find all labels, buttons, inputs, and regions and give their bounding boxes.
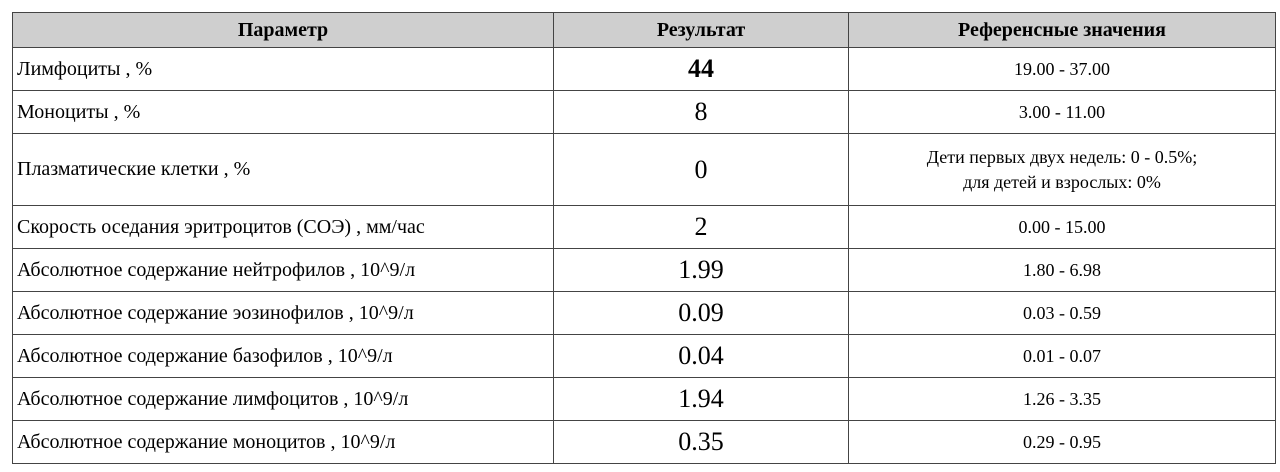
result-cell: 2: [553, 205, 849, 249]
column-header: Параметр: [12, 12, 554, 48]
parameter-name: Абсолютное содержание эозинофилов , 10^9…: [17, 301, 414, 324]
parameter-cell: Скорость оседания эритроцитов (СОЭ) , мм…: [12, 205, 554, 249]
result-value: 44: [688, 54, 714, 83]
reference-cell: 19.00 - 37.00: [848, 47, 1276, 91]
reference-cell: 1.26 - 3.35: [848, 377, 1276, 421]
parameter-name: Плазматические клетки , %: [17, 158, 251, 180]
result-cell: 44: [553, 47, 849, 91]
parameter-name: Абсолютное содержание нейтрофилов , 10^9…: [17, 258, 416, 281]
parameter-cell: Лимфоциты , %: [12, 47, 554, 91]
result-value: 0.04: [678, 341, 724, 370]
column-header: Результат: [553, 12, 849, 48]
result-value: 0.09: [678, 298, 724, 327]
result-row: Моноциты , % 8 3.00 - 11.00: [12, 90, 1276, 134]
result-cell: 0: [553, 133, 849, 206]
parameter-name: Абсолютное содержание моноцитов , 10^9/л: [17, 430, 396, 453]
result-row: Абсолютное содержание моноцитов , 10^9/л…: [12, 420, 1276, 464]
reference-cell: 0.03 - 0.59: [848, 291, 1276, 335]
reference-range: 1.80 - 6.98: [1023, 259, 1101, 280]
parameter-cell: Моноциты , %: [12, 90, 554, 134]
result-value: 1.94: [678, 384, 724, 413]
reference-cell: 0.00 - 15.00: [848, 205, 1276, 249]
reference-range: 19.00 - 37.00: [1014, 58, 1110, 79]
reference-range: 0.00 - 15.00: [1018, 216, 1106, 237]
result-cell: 8: [553, 90, 849, 134]
result-value: 0: [694, 154, 708, 184]
reference-range: 3.00 - 11.00: [1018, 101, 1106, 122]
result-value: 2: [694, 212, 708, 241]
reference-cell: 0.29 - 0.95: [848, 420, 1276, 464]
result-value: 1.99: [678, 255, 724, 284]
parameter-name: Скорость оседания эритроцитов (СОЭ) , мм…: [17, 215, 425, 238]
result-row: Абсолютное содержание нейтрофилов , 10^9…: [12, 248, 1276, 292]
result-row: Абсолютное содержание эозинофилов , 10^9…: [12, 291, 1276, 335]
parameter-cell: Абсолютное содержание базофилов , 10^9/л: [12, 334, 554, 378]
result-row: Плазматические клетки , % 0 Дети первых дв…: [12, 133, 1276, 206]
result-cell: 1.99: [553, 248, 849, 292]
column-header: Референсные значения: [848, 12, 1276, 48]
parameter-cell: Плазматические клетки , %: [12, 133, 554, 206]
parameter-cell: Абсолютное содержание моноцитов , 10^9/л: [12, 420, 554, 464]
parameter-name: Моноциты , %: [17, 100, 141, 123]
parameter-cell: Абсолютное содержание эозинофилов , 10^9…: [12, 291, 554, 335]
header-text: Параметр: [237, 18, 329, 41]
reference-range: 0.29 - 0.95: [1023, 431, 1101, 452]
parameter-name: Лимфоциты , %: [17, 57, 153, 80]
reference-range: 0.01 - 0.07: [1023, 345, 1101, 366]
parameter-cell: Абсолютное содержание нейтрофилов , 10^9…: [12, 248, 554, 292]
reference-cell: 3.00 - 11.00: [848, 90, 1276, 134]
header-text: Референсные значения: [958, 18, 1166, 41]
result-row: Абсолютное содержание базофилов , 10^9/л…: [12, 334, 1276, 378]
parameter-cell: Абсолютное содержание лимфоцитов , 10^9/…: [12, 377, 554, 421]
result-cell: 1.94: [553, 377, 849, 421]
result-cell: 0.09: [553, 291, 849, 335]
reference-cell: 0.01 - 0.07: [848, 334, 1276, 378]
result-value: 8: [694, 97, 708, 126]
result-row: Лимфоциты , % 44 19.00 - 37.00: [12, 47, 1276, 91]
table-body: Лимфоциты , % 44 19.00 - 37.00 Моноциты , %…: [12, 47, 1276, 464]
reference-cell: 1.80 - 6.98: [848, 248, 1276, 292]
result-row: Абсолютное содержание лимфоцитов , 10^9/…: [12, 377, 1276, 421]
parameter-name: Абсолютное содержание базофилов , 10^9/л: [17, 344, 393, 367]
result-row: Скорость оседания эритроцитов (СОЭ) , мм…: [12, 205, 1276, 249]
reference-range: для детей и взрослых: 0%: [963, 171, 1161, 192]
result-value: 0.35: [678, 427, 724, 456]
header-text: Результат: [656, 18, 746, 41]
result-cell: 0.04: [553, 334, 849, 378]
reference-cell: Дети первых двух недель: 0 - 0.5%; для де…: [848, 133, 1276, 206]
header-row: Параметр Результат Референсные значения: [12, 12, 1276, 48]
result-cell: 0.35: [553, 420, 849, 464]
reference-range: Дети первых двух недель: 0 - 0.5%;: [926, 146, 1198, 167]
results-table: Параметр Результат Референсные значения Ли…: [12, 12, 1276, 464]
parameter-name: Абсолютное содержание лимфоцитов , 10^9/…: [17, 387, 409, 410]
reference-range: 1.26 - 3.35: [1023, 388, 1101, 409]
reference-range: 0.03 - 0.59: [1023, 302, 1101, 323]
